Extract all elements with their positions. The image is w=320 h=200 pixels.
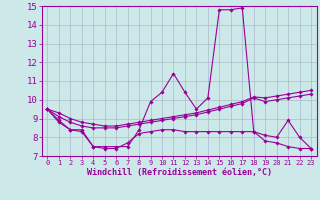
- X-axis label: Windchill (Refroidissement éolien,°C): Windchill (Refroidissement éolien,°C): [87, 168, 272, 177]
